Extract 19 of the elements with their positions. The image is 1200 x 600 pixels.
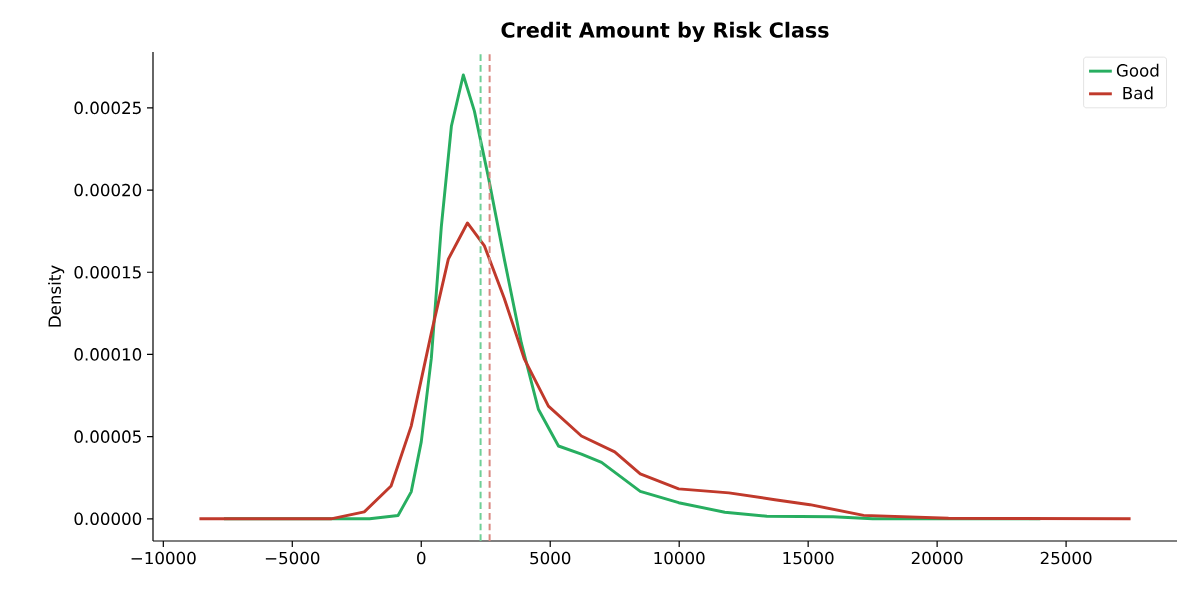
- y-tick-label: 0.00020: [74, 183, 142, 197]
- x-tick-label: 15000: [783, 551, 834, 565]
- x-tick-label: 20000: [911, 551, 963, 565]
- y-tick-label: 0.00010: [74, 348, 142, 361]
- x-tick-label: 25000: [1040, 551, 1092, 565]
- x-tick-label: 5000: [530, 551, 571, 565]
- y-tick-label: 0.00025: [74, 101, 141, 115]
- y-axis-title: Density: [48, 265, 65, 327]
- chart-title: Credit Amount by Risk Class: [501, 21, 829, 42]
- y-tick-label: 0.00000: [74, 512, 142, 526]
- line-series: [197, 221, 1133, 521]
- x-tick-label: 0: [417, 551, 426, 565]
- legend-label: Good: [1116, 63, 1159, 77]
- y-tick-label: 0.00005: [74, 430, 141, 443]
- x-tick-label: −10000: [131, 551, 196, 565]
- legend-label: Bad: [1123, 86, 1153, 100]
- y-tick-label: 0.00015: [74, 265, 141, 279]
- x-tick-label: 10000: [654, 551, 705, 565]
- x-tick-label: −5000: [265, 551, 320, 565]
